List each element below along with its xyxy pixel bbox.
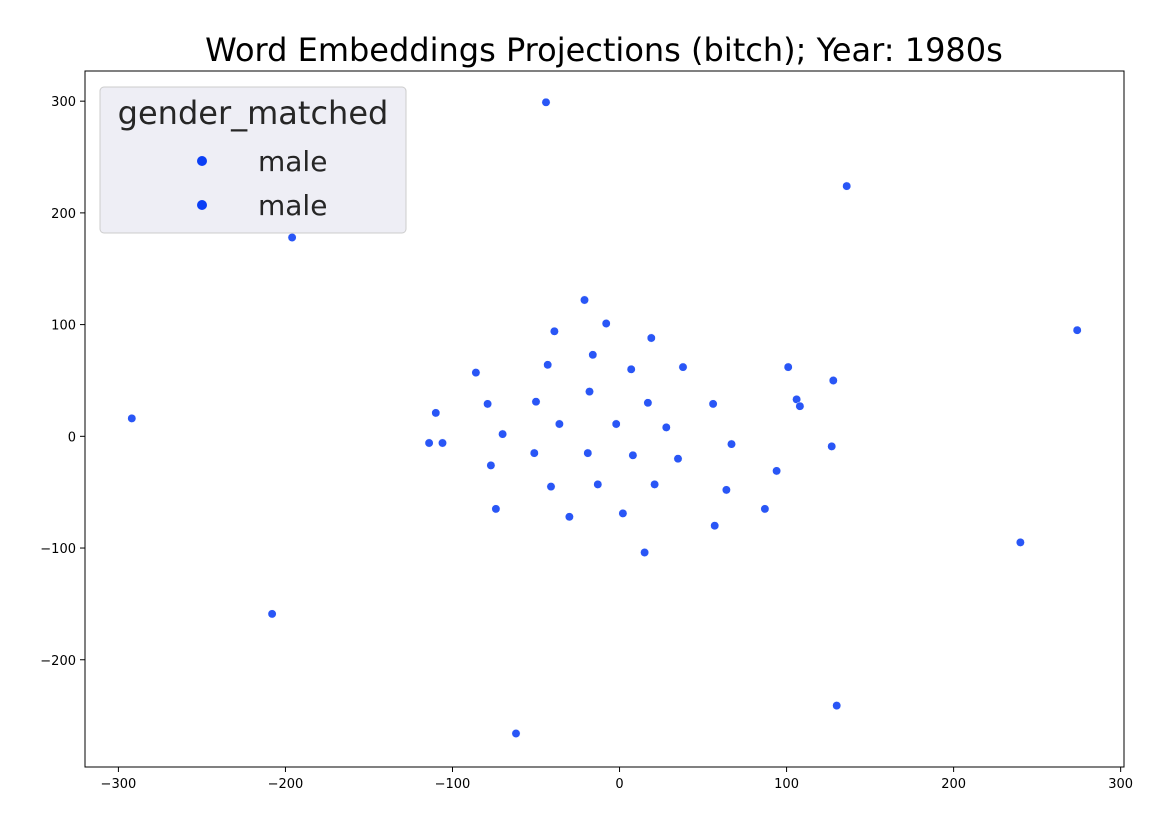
y-tick-label: −100 <box>40 542 76 557</box>
data-point <box>486 460 496 470</box>
data-point <box>828 376 838 385</box>
data-point <box>842 181 852 191</box>
data-point <box>601 319 611 328</box>
data-point <box>531 397 541 407</box>
legend-marker <box>197 200 207 210</box>
data-point <box>611 419 621 429</box>
y-tick-label: 100 <box>51 319 76 334</box>
data-point <box>511 729 521 738</box>
data-point <box>643 398 653 408</box>
data-point <box>588 350 598 360</box>
data-point <box>710 521 720 531</box>
data-point <box>127 413 137 423</box>
data-point <box>1015 537 1025 547</box>
data-point <box>721 485 731 495</box>
plot-frame <box>84 70 1125 768</box>
legend-title: gender_matched <box>118 94 389 132</box>
x-tick-label: −200 <box>268 777 304 792</box>
data-point <box>564 512 574 522</box>
data-point <box>772 466 782 476</box>
legend-label: male <box>258 189 327 222</box>
data-point <box>708 399 718 409</box>
legend-box <box>99 86 407 234</box>
points-layer <box>127 97 1082 738</box>
data-point <box>471 368 481 378</box>
data-point <box>640 548 650 557</box>
y-tick-label: 200 <box>51 207 76 222</box>
data-point <box>549 326 559 336</box>
y-tick-label: 0 <box>68 430 76 445</box>
x-tick-label: −300 <box>101 777 137 792</box>
data-point <box>267 609 277 619</box>
data-point <box>628 450 638 460</box>
data-point <box>491 504 501 514</box>
data-point <box>554 419 564 429</box>
data-point <box>593 479 603 489</box>
data-point <box>580 295 589 305</box>
legend: gender_matched male male <box>99 86 407 234</box>
x-axis: −300 −200 −100 0 100 200 300 <box>101 767 1133 792</box>
data-point <box>795 401 805 411</box>
data-point <box>431 408 441 418</box>
data-point <box>783 362 793 372</box>
data-point <box>661 422 671 432</box>
y-tick-label: −200 <box>40 654 76 669</box>
data-point <box>287 233 297 242</box>
legend-entries: male male <box>197 145 327 222</box>
data-point <box>1072 325 1082 335</box>
x-tick-label: 100 <box>774 777 799 792</box>
legend-marker <box>197 156 207 166</box>
data-point <box>498 429 508 439</box>
data-point <box>626 364 636 374</box>
data-point <box>650 479 660 489</box>
x-tick-label: 0 <box>615 777 623 792</box>
data-point <box>546 482 556 492</box>
data-point <box>678 362 688 372</box>
data-point <box>832 701 842 711</box>
data-point <box>543 360 553 370</box>
data-point <box>541 97 551 107</box>
data-point <box>438 438 447 448</box>
data-point <box>585 387 594 397</box>
x-tick-label: −100 <box>435 777 471 792</box>
data-point <box>673 454 683 464</box>
chart-title: Word Embeddings Projections (bitch); Yea… <box>205 31 1003 69</box>
data-point <box>727 439 736 449</box>
data-point <box>529 448 539 458</box>
x-tick-label: 300 <box>1108 777 1133 792</box>
y-axis: −200 −100 0 100 200 300 <box>40 95 85 669</box>
data-point <box>424 438 434 448</box>
x-tick-label: 200 <box>941 777 966 792</box>
y-tick-label: 300 <box>51 95 76 110</box>
data-point <box>646 333 656 343</box>
data-point <box>583 448 593 458</box>
data-point <box>827 441 837 451</box>
data-point <box>483 399 493 409</box>
data-point <box>760 504 770 514</box>
data-point <box>618 508 628 518</box>
legend-label: male <box>258 145 327 178</box>
